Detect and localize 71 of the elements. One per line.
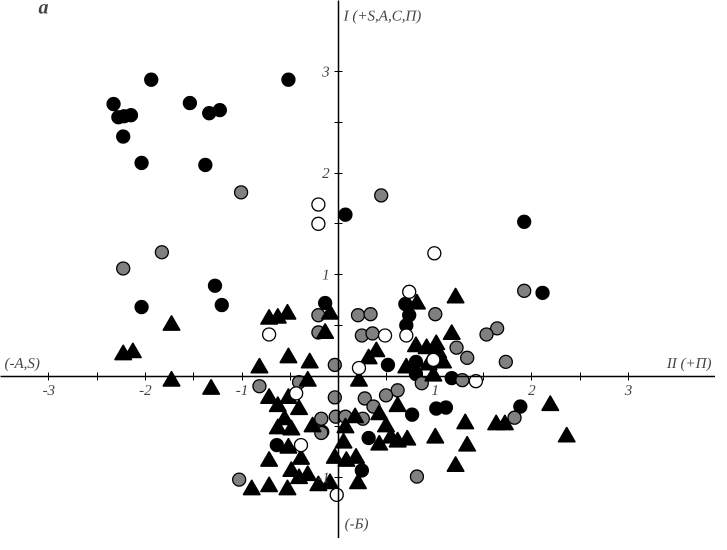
- point: [311, 216, 326, 231]
- x-axis-title: II (+П): [666, 356, 712, 372]
- y-tick-label: -1: [317, 470, 330, 487]
- point: [399, 328, 414, 343]
- point: [289, 386, 304, 400]
- point: [182, 96, 198, 110]
- point: [154, 245, 170, 260]
- y-tick-label: 2: [322, 166, 330, 182]
- annotation: (-Б): [344, 516, 369, 532]
- point: [363, 307, 378, 322]
- point: [311, 197, 326, 212]
- point: [513, 399, 528, 414]
- point: [318, 296, 332, 310]
- point: [270, 438, 284, 452]
- point: [380, 358, 396, 372]
- point: [314, 412, 328, 426]
- y-tick-label: 1: [322, 268, 330, 284]
- point: [427, 246, 442, 260]
- point: [378, 328, 392, 343]
- annotation: (-A,S): [4, 356, 40, 372]
- point: [426, 352, 441, 367]
- point: [374, 188, 388, 203]
- point: [517, 284, 532, 298]
- point: [116, 261, 130, 276]
- point: [390, 383, 405, 398]
- point: [144, 72, 158, 87]
- point: [106, 96, 121, 112]
- y-tick-label: 3: [321, 64, 330, 81]
- point: [232, 472, 246, 487]
- point: [354, 463, 370, 478]
- point: [212, 102, 227, 118]
- y-axis-title: I (+S,A,C,П): [342, 8, 422, 24]
- point: [365, 326, 380, 341]
- x-tick-label: -2: [139, 383, 152, 400]
- point: [252, 379, 267, 394]
- point: [410, 469, 424, 484]
- point: [438, 400, 454, 415]
- point: [134, 156, 149, 170]
- x-tick-label: -3: [42, 383, 56, 400]
- point: [402, 284, 416, 299]
- point: [116, 129, 130, 144]
- point: [428, 307, 442, 322]
- point: [517, 214, 532, 229]
- point: [350, 308, 366, 322]
- point: [134, 300, 149, 314]
- point: [535, 286, 550, 300]
- x-tick-label: 3: [624, 383, 632, 400]
- point: [294, 438, 308, 452]
- point: [507, 410, 522, 425]
- point: [281, 72, 296, 87]
- point: [352, 360, 366, 376]
- point: [449, 340, 464, 355]
- point: [479, 327, 494, 342]
- chart-title: а: [38, 0, 48, 18]
- point: [498, 354, 513, 370]
- point: [198, 158, 212, 172]
- x-tick-label: -1: [236, 383, 248, 400]
- point: [468, 374, 484, 388]
- point: [208, 278, 222, 293]
- point: [378, 388, 394, 403]
- point: [214, 298, 229, 312]
- x-tick-label: 2: [528, 383, 536, 400]
- point: [262, 327, 276, 342]
- x-tick-label: 1: [432, 383, 440, 400]
- point: [404, 408, 420, 422]
- point: [338, 208, 353, 222]
- point: [358, 391, 372, 406]
- point: [234, 185, 248, 200]
- point: [361, 430, 376, 446]
- point: [460, 350, 474, 365]
- point: [490, 321, 504, 336]
